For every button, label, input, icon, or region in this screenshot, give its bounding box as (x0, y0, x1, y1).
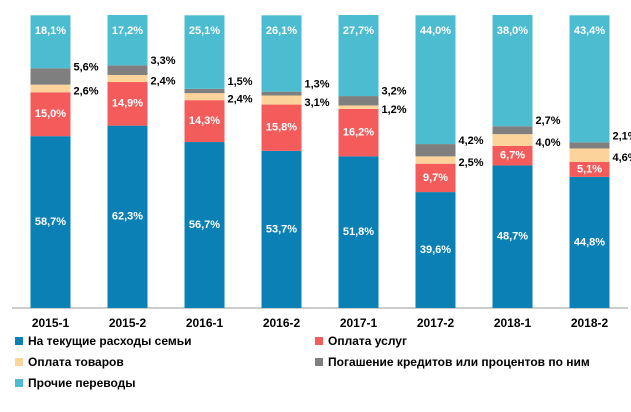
legend-swatch (15, 358, 23, 366)
bar-segment (415, 144, 456, 157)
bar-segment (492, 134, 533, 146)
bar-segment (107, 82, 148, 126)
bar-segment (338, 108, 379, 157)
bar-segment (492, 126, 533, 135)
legend-label: Погашение кредитов или процентов по ним (328, 355, 590, 369)
bar-segment (261, 15, 302, 92)
bar-segment (569, 142, 610, 149)
x-tick-label: 2015-1 (32, 316, 70, 330)
data-label: 38,0% (497, 25, 528, 37)
bar-segment (261, 104, 302, 151)
bar-segment (338, 96, 379, 106)
bar-segment (107, 15, 148, 66)
legend-label: Прочие переводы (28, 376, 136, 390)
data-label: 6,7% (500, 150, 525, 162)
x-tick-label: 2017-1 (340, 316, 378, 330)
data-label: 2,5% (459, 157, 484, 169)
data-label: 4,2% (459, 135, 484, 147)
data-label: 53,7% (266, 223, 297, 235)
data-label: 62,3% (112, 211, 143, 223)
data-label: 27,7% (343, 25, 374, 37)
bar-segment (492, 165, 533, 308)
data-label: 16,2% (343, 127, 374, 139)
data-label: 44,8% (574, 236, 605, 248)
bar-segment (107, 65, 148, 76)
data-label: 4,6% (613, 152, 631, 164)
bar-segment (261, 95, 302, 105)
data-label: 3,1% (305, 97, 330, 109)
bar-segment (569, 161, 610, 177)
data-label: 2,6% (74, 85, 99, 97)
data-label: 2,7% (536, 115, 561, 127)
data-label: 14,3% (189, 115, 220, 127)
bar-segment (569, 148, 610, 162)
bar-segment (338, 156, 379, 308)
bar-segment (415, 15, 456, 145)
data-label: 1,5% (228, 76, 253, 88)
bar-segment (184, 88, 225, 94)
bar-segment (492, 15, 533, 127)
data-label: 1,3% (305, 78, 330, 90)
bar-segment (30, 15, 71, 69)
data-label: 58,7% (35, 216, 66, 228)
data-label: 56,7% (189, 219, 220, 231)
data-label: 25,1% (189, 25, 220, 37)
legend-label: На текущие расходы семьи (28, 334, 192, 348)
legend-swatch (15, 337, 23, 345)
bar-segment (415, 163, 456, 193)
bar-segment (415, 156, 456, 164)
x-tick-label: 2018-2 (571, 316, 609, 330)
data-label: 2,4% (228, 94, 253, 106)
bar-segment (30, 136, 71, 308)
legend-label: Оплата услуг (328, 334, 407, 348)
legend-swatch (315, 358, 323, 366)
data-label: 15,0% (35, 108, 66, 120)
data-label: 43,4% (574, 25, 605, 37)
data-label: 51,8% (343, 226, 374, 238)
data-label: 39,6% (420, 244, 451, 256)
data-label: 15,8% (266, 122, 297, 134)
bar-segment (569, 15, 610, 143)
data-label: 5,1% (577, 163, 602, 175)
data-label: 3,3% (151, 55, 176, 67)
data-label: 4,0% (536, 137, 561, 149)
bar-segment (184, 15, 225, 89)
bar-segment (184, 142, 225, 308)
data-label: 26,1% (266, 25, 297, 37)
data-label: 48,7% (497, 231, 528, 243)
data-label: 44,0% (420, 25, 451, 37)
data-label: 14,9% (112, 98, 143, 110)
bar-segment (261, 150, 302, 308)
bar-segment (569, 176, 610, 308)
legend-label: Оплата товаров (28, 355, 124, 369)
bar-segment (107, 125, 148, 308)
bar-segment (261, 91, 302, 96)
x-tick-label: 2015-2 (109, 316, 147, 330)
x-tick-label: 2017-2 (417, 316, 455, 330)
data-label: 2,1% (613, 130, 631, 142)
data-label: 5,6% (74, 61, 99, 73)
bar-segment (107, 75, 148, 83)
data-label: 9,7% (423, 172, 448, 184)
data-label: 1,2% (382, 104, 407, 116)
data-label: 17,2% (112, 25, 143, 37)
data-label: 3,2% (382, 86, 407, 98)
bar-segment (338, 15, 379, 97)
bar-segment (184, 93, 225, 101)
x-tick-label: 2018-1 (494, 316, 532, 330)
x-tick-label: 2016-1 (186, 316, 224, 330)
bar-segment (338, 105, 379, 109)
bar-segment (492, 145, 533, 166)
bar-segment (30, 68, 71, 85)
bar-segment (415, 192, 456, 308)
bar-segment (184, 100, 225, 143)
data-label: 2,4% (151, 75, 176, 87)
bar-segment (30, 92, 71, 137)
legend-swatch (15, 379, 23, 387)
data-label: 18,1% (35, 25, 66, 37)
x-tick-label: 2016-2 (263, 316, 301, 330)
bar-segment (30, 84, 71, 93)
legend-swatch (315, 337, 323, 345)
